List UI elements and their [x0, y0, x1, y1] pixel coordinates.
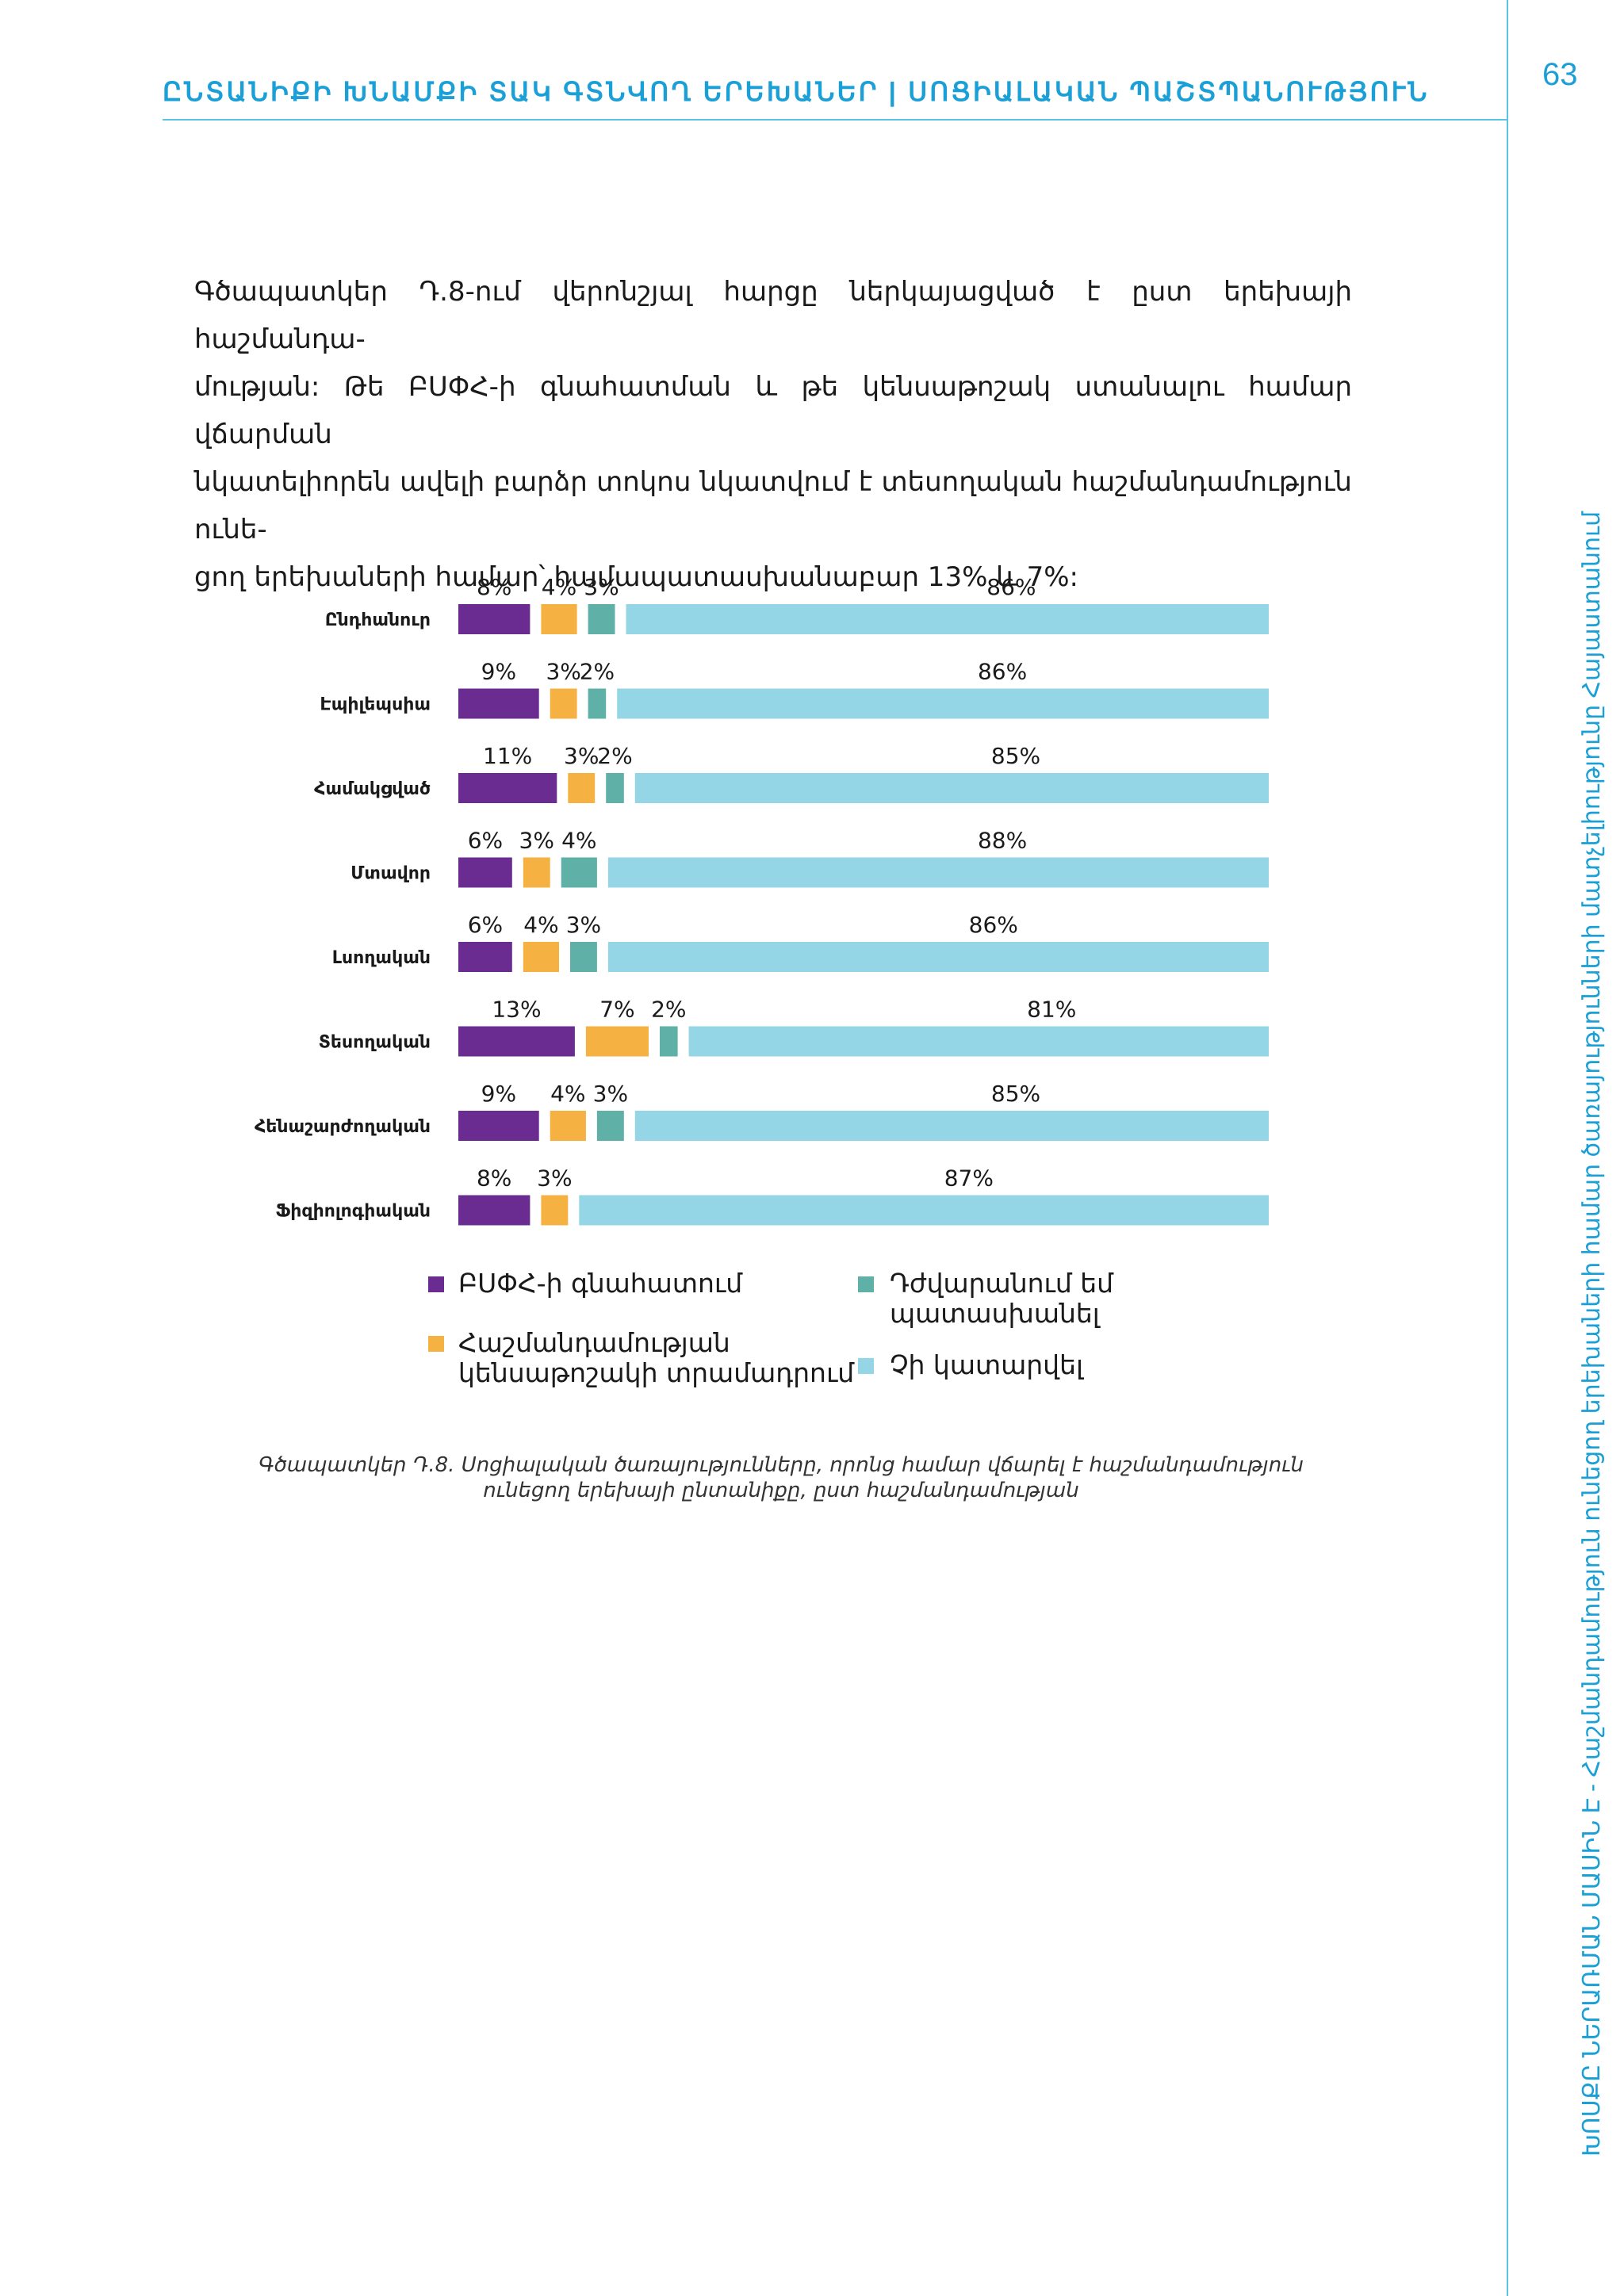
data-label: 2%	[580, 659, 615, 685]
data-label: 87%	[944, 1165, 994, 1192]
data-label: 3%	[593, 1081, 628, 1107]
data-label: 11%	[483, 743, 532, 769]
category-label: Ֆիզիոլոգիական	[275, 1202, 431, 1222]
bar-segment-difficult	[570, 942, 597, 972]
legend-label-difficult: Դժվարանում եմ պատասխանել	[890, 1269, 1113, 1329]
bar-segment-pension	[550, 1111, 586, 1141]
data-label: 8%	[477, 574, 511, 600]
data-label: 3%	[519, 828, 554, 854]
category-label: Համակցված	[314, 779, 431, 799]
bar-segment-assessment	[458, 942, 512, 972]
paragraph-line: ցող երեխաների համար՝ համապատասխանաբար 13…	[194, 561, 1078, 593]
data-label: 7%	[599, 997, 634, 1023]
data-label: 3%	[566, 912, 601, 938]
data-label: 3%	[584, 574, 619, 600]
bar-segment-pension	[585, 1026, 649, 1057]
category-label: Էպիլեպսիա	[320, 695, 431, 715]
bar-segment-not-done	[688, 1026, 1269, 1057]
bar-segment-assessment	[458, 1111, 539, 1141]
bar-segment-assessment	[458, 773, 557, 803]
data-label: 3%	[546, 659, 580, 685]
bar-segment-difficult	[596, 1111, 624, 1141]
bar-segment-assessment	[458, 604, 530, 634]
data-label: 9%	[481, 659, 516, 685]
data-label: 13%	[492, 997, 541, 1023]
paragraph-line: Գծապատկեր Դ.8-ում վերոնշյալ հարցը ներկայ…	[194, 276, 1352, 355]
running-header: ԸՆՏԱՆԻՔԻ ԽՆԱՄՔԻ ՏԱԿ ԳՏՆՎՈՂ ԵՐԵԽԱՆԵՐ | ՍՈ…	[163, 77, 1430, 106]
category-label: Հենաշարժողական	[255, 1117, 431, 1137]
legend-label-pension: Հաշմանդամության կենսաթոշակի տրամադրում	[458, 1328, 854, 1388]
bar-segment-not-done	[617, 688, 1269, 719]
paragraph-line: նկատելիորեն ավելի բարձր տոկոս նկատվում է…	[194, 466, 1352, 545]
bar-segment-not-done	[634, 773, 1269, 803]
bar-segment-not-done	[626, 604, 1269, 634]
bar-segment-not-done	[579, 1195, 1269, 1226]
data-label: 85%	[991, 1081, 1040, 1107]
data-label: 6%	[468, 828, 503, 854]
legend-swatch-purple	[428, 1276, 444, 1292]
bar-segment-assessment	[458, 857, 512, 888]
data-label: 4%	[561, 828, 596, 854]
data-label: 8%	[477, 1165, 511, 1192]
data-label: 85%	[991, 743, 1040, 769]
bar-segment-pension	[568, 773, 596, 803]
legend-label-pension-line2: կենսաթոշակի տրամադրում	[458, 1357, 855, 1388]
data-label: 4%	[523, 912, 558, 938]
data-label: 86%	[986, 574, 1036, 600]
data-label: 2%	[651, 997, 686, 1023]
margin-divider	[1507, 0, 1508, 2296]
data-label: 4%	[542, 574, 576, 600]
bar-segment-difficult	[660, 1026, 678, 1057]
legend-swatch-lightblue	[858, 1358, 874, 1374]
legend-label-not-done: Չի կատարվել	[890, 1349, 1083, 1380]
bar-segment-assessment	[458, 1026, 575, 1057]
data-label: 4%	[550, 1081, 585, 1107]
bar-segment-difficult	[561, 857, 597, 888]
bar-segment-assessment	[458, 1195, 530, 1226]
data-label: 88%	[978, 828, 1027, 854]
legend-swatch-teal	[858, 1276, 874, 1292]
bar-segment-not-done	[607, 857, 1269, 888]
paragraph-line: մության: Թե ԲՍՓՀ-ի գնահատման և թե կենսաթ…	[194, 371, 1352, 450]
figure-caption: Գծապատկեր Դ.8. Սոցիալական ծառայություննե…	[259, 1453, 1304, 1502]
body-paragraph: Գծապատկեր Դ.8-ում վերոնշյալ հարցը ներկայ…	[194, 268, 1352, 601]
bar-segment-not-done	[607, 942, 1269, 972]
bar-segment-difficult	[588, 688, 607, 719]
category-label: Տեսողական	[319, 1033, 431, 1053]
bar-segment-assessment	[458, 688, 539, 719]
data-label: 86%	[978, 659, 1027, 685]
bar-segment-pension	[523, 942, 559, 972]
page-number: 63	[1542, 57, 1578, 92]
bar-segment-pension	[550, 688, 577, 719]
data-label: 3%	[564, 743, 599, 769]
legend-label-difficult-line1: Դժվարանում եմ	[890, 1268, 1114, 1299]
header-divider	[163, 119, 1507, 121]
category-label: Լսողական	[332, 948, 431, 968]
category-label: Մտավոր	[350, 864, 431, 884]
bar-segment-pension	[523, 857, 550, 888]
legend-label-assessment: ԲՍՓՀ-ի գնահատում	[458, 1268, 743, 1299]
bar-segment-difficult	[588, 604, 615, 634]
data-label: 6%	[468, 912, 503, 938]
legend-label-difficult-line2: պատասխանել	[890, 1298, 1100, 1329]
bar-segment-not-done	[634, 1111, 1269, 1141]
legend-swatch-orange	[428, 1336, 444, 1352]
side-running-title: ԽՈՍՔԸ ՆԵՐԱՌՄԱՆ ՄԱՍԻՆ Է - Հաշմանդամությու…	[1579, 511, 1605, 2156]
category-label: Ընդհանուր	[325, 610, 431, 630]
bar-segment-pension	[541, 604, 577, 634]
data-label: 86%	[969, 912, 1018, 938]
data-label: 3%	[537, 1165, 572, 1192]
legend-label-pension-line1: Հաշմանդամության	[458, 1327, 730, 1358]
data-label: 9%	[481, 1081, 516, 1107]
data-label: 81%	[1027, 997, 1076, 1023]
data-label: 2%	[597, 743, 632, 769]
bar-segment-difficult	[606, 773, 624, 803]
bar-segment-pension	[541, 1195, 569, 1226]
